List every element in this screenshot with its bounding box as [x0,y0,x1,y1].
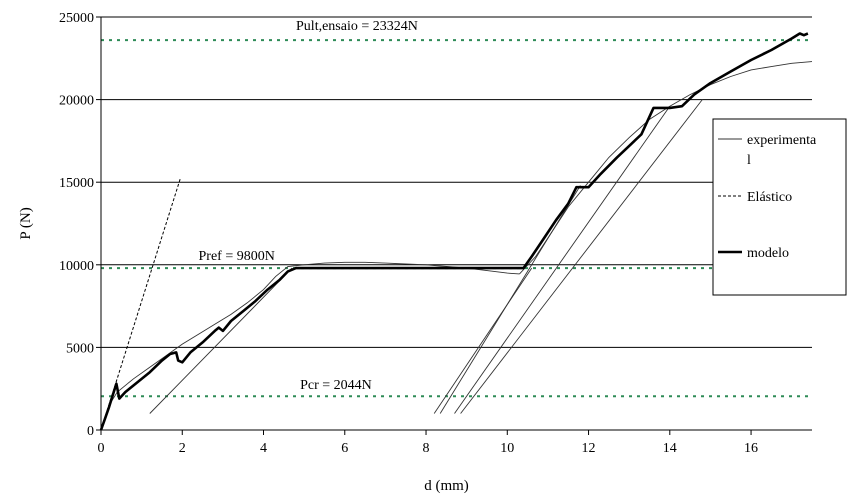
tick-labels: 0 5000 10000 15000 20000 25000 0 2 4 6 8 10 12 14 16 [59,11,758,456]
series-line [100,178,181,431]
series-line [454,105,671,414]
legend-label: modelo [747,246,789,261]
x-tick-label: 2 [179,441,186,456]
legend-label: Elástico [747,190,792,205]
y-tick-label: 10000 [59,259,94,274]
x-tick-label: 12 [582,441,596,456]
series-line [433,267,533,414]
x-tick-label: 10 [500,441,514,456]
x-tick-label: 16 [744,441,758,456]
series-line [149,267,293,414]
series-line [519,61,813,275]
y-tick-label: 15000 [59,176,94,191]
grid-lines [101,16,812,348]
series-layer [99,32,813,431]
x-tick-label: 4 [260,441,267,456]
x-tick-label: 6 [341,441,348,456]
x-axis-title: d (mm) [424,478,469,494]
legend-box [712,118,847,296]
series-dashed [100,178,181,431]
x-tick-label: 14 [663,441,677,456]
reference-label: Pcr = 2044N [300,378,372,393]
reference-lines: Pult,ensaio = 23324N Pref = 9800N Pcr = 20… [101,19,812,398]
legend-label: l [747,153,751,168]
y-tick-label: 5000 [66,341,94,356]
axis-titles: d (mm) P (N) [18,207,469,494]
legend: experimenta l Elástico modelo [712,118,847,296]
y-axis-title: P (N) [18,207,34,239]
series-thick [99,32,809,431]
y-tick-label: 25000 [59,11,94,26]
series-thin [100,61,813,431]
legend-label: experimenta [747,133,817,148]
series-line [99,32,809,431]
x-tick-label: 8 [423,441,430,456]
series-line [460,99,703,414]
axes [100,17,812,431]
series-line [439,185,581,414]
series-line [100,261,520,431]
y-tick-label: 0 [87,424,94,439]
reference-label: Pult,ensaio = 23324N [296,19,418,34]
x-tick-label: 0 [98,441,105,456]
reference-label: Pref = 9800N [199,249,275,264]
y-tick-label: 20000 [59,94,94,109]
